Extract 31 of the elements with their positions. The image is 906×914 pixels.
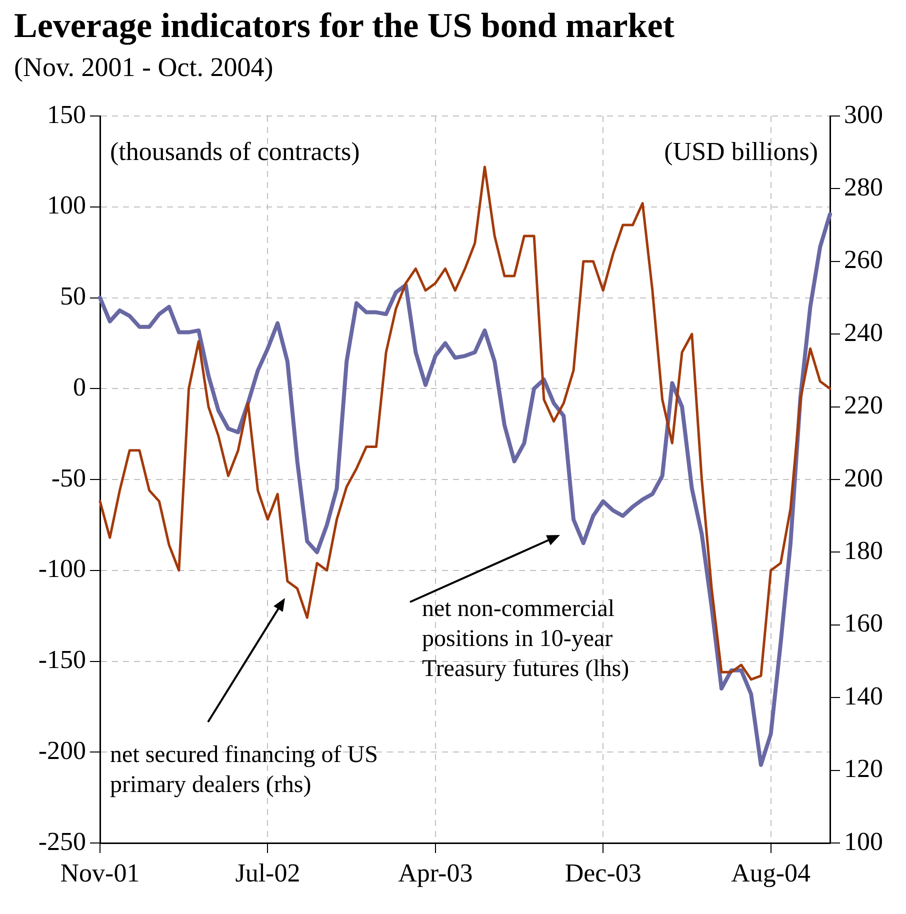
- y2-tick-label: 280: [844, 172, 883, 202]
- y-tick-label: 50: [60, 282, 86, 311]
- chart-title: Leverage indicators for the US bond market: [14, 6, 674, 46]
- x-tick-label: Apr-03: [398, 858, 473, 888]
- chart-subtitle: (Nov. 2001 - Oct. 2004): [14, 52, 274, 83]
- y-tick-label: 0: [73, 372, 86, 402]
- y-tick-label: 100: [47, 190, 86, 220]
- y2-tick-label: 100: [844, 826, 883, 856]
- y2-tick-label: 140: [844, 681, 883, 710]
- y-tick-label: -200: [38, 736, 86, 765]
- annotation: net non-commercial positions in 10-year Treasury futures (lhs): [422, 595, 630, 684]
- y2-tick-label: 300: [844, 100, 883, 129]
- y-axis-title: (thousands of contracts): [110, 136, 360, 166]
- y2-tick-label: 180: [844, 536, 883, 566]
- y2-tick-label: 120: [844, 754, 883, 784]
- y2-tick-label: 260: [844, 245, 883, 274]
- y2-tick-label: 220: [844, 390, 883, 420]
- y-tick-label: -50: [51, 463, 86, 492]
- y2-tick-label: 240: [844, 318, 883, 347]
- y-tick-label: -250: [38, 826, 86, 856]
- y2-axis-title: (USD billions): [664, 136, 818, 166]
- x-tick-label: Aug-04: [731, 858, 811, 888]
- annotation: net secured financing of US primary dealers (rhs): [110, 741, 379, 800]
- y2-tick-label: 200: [844, 463, 883, 492]
- x-tick-label: Jul-02: [235, 858, 300, 888]
- x-tick-label: Nov-01: [60, 858, 140, 888]
- x-tick-label: Dec-03: [564, 858, 642, 888]
- y-tick-label: -150: [38, 645, 86, 674]
- y-tick-label: -100: [38, 554, 86, 584]
- y2-tick-label: 160: [844, 608, 883, 638]
- y-tick-label: 150: [47, 100, 86, 129]
